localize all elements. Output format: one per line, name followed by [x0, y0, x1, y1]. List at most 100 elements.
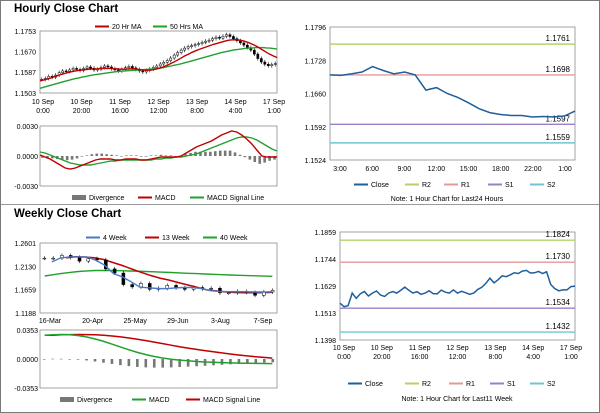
hourly-divergence-bar — [75, 156, 79, 159]
y-tick-label: 1.1859 — [315, 230, 337, 237]
hourly-divergence-bar — [65, 156, 69, 161]
hourly-candle — [155, 65, 159, 68]
weekly-chart-note: Note: 1 Hour Chart for Last11 Week — [401, 396, 513, 403]
hourly-divergence-bar — [125, 155, 128, 156]
legend-40-week: 40 Week — [220, 235, 248, 242]
hourly-candle — [89, 66, 92, 69]
legend-weekly-r1: R1 — [466, 381, 475, 388]
hourly-candle — [211, 38, 214, 41]
weekly-divergence-bar — [119, 359, 122, 366]
legend-close: Close — [371, 182, 389, 189]
hourly-divergence-bar — [159, 154, 163, 156]
weekly-divergence-bar — [186, 359, 190, 367]
weekly-macd-signal-line — [44, 333, 273, 359]
x-tick-label: 13 Sep — [186, 99, 208, 106]
hourly-divergence-bar — [100, 153, 104, 156]
y-tick-label: 1.1660 — [305, 92, 327, 99]
hourly-divergence-bar — [115, 155, 118, 156]
x-tick-label: 4:00 — [526, 354, 540, 361]
hourly-candle — [252, 49, 256, 55]
x-tick-label: 20-Apr — [82, 318, 104, 325]
y-tick-label: 1.1587 — [15, 70, 37, 77]
x-tick-label: 9:00 — [397, 166, 411, 173]
weekly-candle — [112, 268, 117, 274]
x-tick-label: 16:00 — [111, 108, 129, 115]
weekly-divergence-bar — [271, 359, 275, 363]
hourly-divergence-bar — [273, 156, 276, 160]
hourly-candle — [71, 68, 75, 71]
weekly-divergence-bar — [169, 359, 173, 368]
x-tick-label: 12:00 — [428, 166, 446, 173]
legend-weekly-macd: MACD — [149, 397, 170, 404]
hourly-candle — [193, 44, 197, 46]
hourly-divergence-bar — [51, 156, 54, 159]
legend-s2: S2 — [547, 182, 556, 189]
weekly-divergence-bar — [161, 359, 165, 368]
weekly-level-label-s1: 1.1534 — [546, 298, 571, 307]
x-tick-label: 10 Sep — [371, 345, 393, 352]
x-tick-label: 1:00 — [564, 354, 578, 361]
hourly-candle — [204, 40, 207, 43]
weekly-divergence-bar — [144, 359, 148, 368]
x-tick-label: 14 Sep — [224, 99, 246, 106]
weekly-divergence-bar — [195, 359, 198, 367]
hourly-divergence-bar — [105, 154, 108, 156]
x-tick-label: 15:00 — [460, 166, 478, 173]
x-tick-label: 12:00 — [449, 354, 467, 361]
legend-weekly-s2: S2 — [547, 381, 556, 388]
weekly-divergence-bar — [76, 359, 80, 360]
weekly-macd-line — [44, 333, 273, 365]
x-tick-label: 0:00 — [337, 354, 351, 361]
hourly-divergence-bar — [199, 151, 202, 156]
legend-divergence: Divergence — [89, 195, 125, 202]
hourly-divergence-bar — [184, 154, 187, 156]
weekly-ma4-line — [51, 256, 273, 293]
legend-13-week: 13 Week — [162, 235, 190, 242]
hourly-macd-line — [39, 130, 277, 170]
hourly-candle — [214, 36, 218, 39]
weekly-divergence-bar — [68, 359, 71, 360]
weekly-candle — [218, 287, 222, 294]
y-tick-label: 1.1513 — [315, 311, 337, 318]
weekly-divergence-bar — [237, 359, 241, 364]
y-tick-label: 1.1592 — [305, 125, 327, 132]
y-tick-label: -0.0030 — [14, 184, 38, 191]
weekly-candle — [209, 287, 213, 290]
x-tick-label: 11 Sep — [409, 345, 431, 352]
hourly-candle — [197, 43, 200, 45]
y-tick-label: 1.1728 — [305, 58, 327, 65]
x-tick-label: 12 Sep — [147, 99, 169, 106]
hourly-divergence-bar — [248, 156, 252, 160]
y-tick-label: 1.1503 — [15, 91, 37, 98]
hourly-candle — [68, 69, 71, 72]
x-tick-label: 22:00 — [524, 166, 542, 173]
y-tick-label: 1.1188 — [15, 311, 36, 318]
hourly-candle — [225, 34, 228, 37]
hourly-candle — [200, 42, 204, 44]
x-tick-label: 8:00 — [190, 108, 204, 115]
y-tick-label: 1.1670 — [15, 50, 37, 57]
weekly-candle — [77, 257, 82, 262]
hourly-divergence-bar — [263, 156, 266, 163]
x-tick-label: 8:00 — [489, 354, 503, 361]
weekly-candle — [86, 258, 91, 262]
legend-s1: S1 — [505, 182, 514, 189]
legend-weekly-close: Close — [365, 381, 383, 388]
hourly-candle — [232, 36, 235, 39]
weekly-divergence-bar — [93, 359, 97, 362]
weekly-divergence-bar — [127, 359, 131, 367]
hourly-candle — [172, 54, 176, 59]
level-label-s2: 1.1559 — [546, 133, 571, 142]
hourly-divergence-bar — [41, 156, 44, 158]
level-label-r2: 1.1761 — [546, 34, 571, 43]
x-tick-label: 16-Mar — [39, 318, 62, 325]
legend-macd: MACD — [155, 195, 176, 202]
weekly-divergence-bar — [254, 359, 258, 364]
x-tick-label: 1:00 — [267, 108, 281, 115]
legend-r1: R1 — [461, 182, 470, 189]
hourly-candle — [176, 52, 180, 56]
hourly-ma20-line — [39, 38, 278, 82]
hourly-divergence-bar — [154, 155, 158, 156]
y-tick-label: 0.0030 — [17, 124, 39, 131]
